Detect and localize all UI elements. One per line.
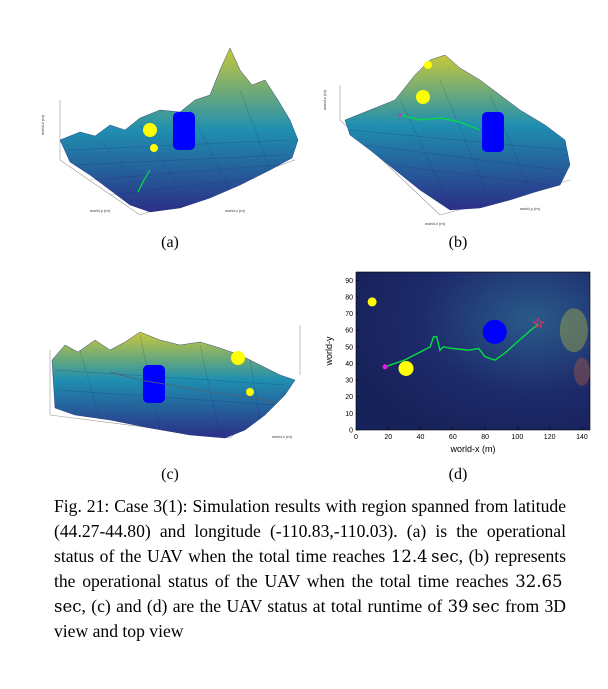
panel-d-top-view: 0 20 40 60 80 100 120 140 0 10 20 30 40 50 60 70 80 90 wo… — [324, 271, 591, 454]
x-axis-label-c: world-x (m) — [272, 434, 293, 439]
y-tick-label: 10 — [345, 411, 353, 418]
x-tick-label: 80 — [481, 434, 489, 441]
terrain-top-background — [355, 271, 591, 431]
caption-unit-1: sec — [431, 547, 459, 566]
y-tick-label: 70 — [345, 311, 353, 318]
panel-label-c: (c) — [161, 466, 179, 483]
figure-caption: Fig. 21: Case 3(1): Simulation results w… — [54, 494, 566, 644]
panel-label-b: (b) — [448, 234, 468, 251]
z-axis-label-a: world-z (m) — [40, 114, 45, 135]
start-point-b — [398, 113, 402, 117]
y-tick-label: 30 — [345, 378, 353, 385]
caption-mid-2: , (c) and (d) are the UAV status at tota… — [81, 596, 448, 616]
caption-time-2: 32.65 — [515, 572, 563, 591]
caption-unit-3: sec — [472, 597, 500, 616]
uav-path-b — [399, 114, 481, 131]
x-tick-label: 100 — [512, 434, 524, 441]
threat-circle — [398, 360, 414, 376]
threat-circle — [367, 297, 377, 307]
x-tick-label: 140 — [576, 434, 588, 441]
y-tick-label: 0 — [349, 428, 353, 435]
obstacle-cylinder-c — [143, 365, 165, 403]
y-axis-label-a: world-y (m) — [90, 208, 111, 213]
caption-mid-1: , (b) represents the operational status … — [54, 546, 566, 591]
terrain-high-patch — [559, 308, 588, 353]
y-tick-label: 80 — [345, 294, 353, 301]
caption-time-3: 39 — [447, 597, 469, 616]
goal-star — [532, 317, 545, 329]
x-tick-label: 0 — [354, 434, 358, 441]
threat-sphere-a1 — [143, 123, 157, 137]
start-point — [382, 364, 388, 370]
threat-sphere-a2 — [150, 144, 158, 152]
plot-area-d: 0 20 40 60 80 100 120 140 0 10 20 30 40 50 60 70 80 90 — [345, 271, 591, 441]
threat-sphere-b2 — [424, 61, 432, 69]
panel-b-3d-terrain: world-z (m) world-x (m) world-y (m) — [322, 54, 571, 226]
terrain-mesh-b — [349, 79, 566, 206]
x-tick-label: 20 — [384, 434, 392, 441]
panel-label-d: (d) — [448, 466, 468, 483]
caption-suffix: from 3D view and top view — [54, 596, 566, 641]
panel-c-3d-terrain: world-x (m) — [49, 325, 301, 439]
caption-time-1: 12.4 — [390, 547, 428, 566]
y-tick-label: 90 — [345, 278, 353, 285]
obstacle-cylinder-a — [173, 112, 195, 150]
caption-prefix: Fig. 21: Case 3(1): Simulation results w… — [54, 496, 566, 566]
obstacle-circle — [482, 319, 507, 344]
x-tick-label: 120 — [544, 434, 556, 441]
terrain-surface-c — [51, 331, 296, 439]
panel-label-a: (a) — [161, 234, 179, 251]
obstacle-cylinder-b — [482, 112, 504, 152]
x-tick-label: 60 — [449, 434, 457, 441]
x-axis-label-b: world-x (m) — [425, 221, 446, 226]
y-axis-label-d: world-y — [324, 336, 334, 367]
terrain-surface-b — [344, 54, 571, 211]
terrain-mesh-c — [54, 334, 286, 436]
threat-sphere-c1 — [231, 351, 245, 365]
threat-sphere-b1 — [416, 90, 430, 104]
caption-unit-2: sec — [54, 597, 82, 616]
y-tick-label: 20 — [345, 394, 353, 401]
x-axis-label-d: world-x (m) — [450, 444, 496, 454]
uav-path — [384, 323, 539, 368]
z-axis-label-b: world-z (m) — [322, 89, 327, 110]
terrain-mesh-a — [69, 89, 291, 211]
y-axis-label-b: world-y (m) — [520, 206, 541, 211]
x-axis-label-a: world-x (m) — [225, 208, 246, 213]
threat-sphere-c2 — [246, 388, 254, 396]
y-tick-label: 50 — [345, 344, 353, 351]
uav-path-c — [109, 371, 276, 403]
panel-a-3d-terrain: world-z (m) world-y (m) world-x (m) — [40, 47, 299, 216]
uav-path-a — [137, 169, 151, 193]
y-tick-label: 40 — [345, 361, 353, 368]
terrain-peak-patch — [573, 357, 590, 386]
y-tick-label: 60 — [345, 328, 353, 335]
x-tick-label: 40 — [417, 434, 425, 441]
